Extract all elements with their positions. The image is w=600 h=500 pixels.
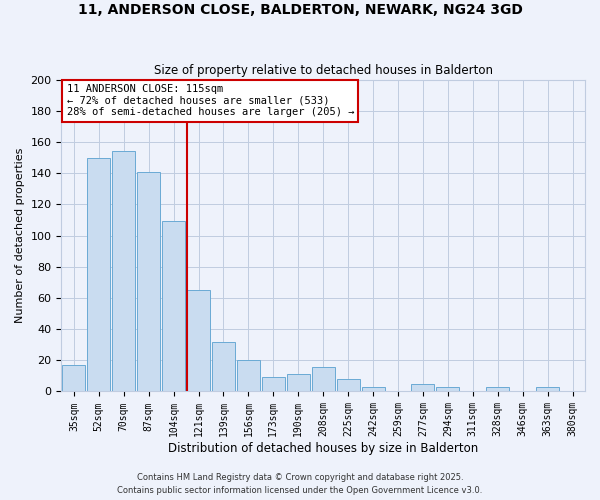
Bar [112, 152, 135, 392]
X-axis label: Distribution of detached houses by size in Balderton: Distribution of detached houses by size … [168, 442, 478, 455]
Bar [237, 360, 260, 392]
Bar [337, 379, 359, 392]
Bar [262, 378, 285, 392]
Y-axis label: Number of detached properties: Number of detached properties [15, 148, 25, 323]
Bar [362, 387, 385, 392]
Bar [62, 365, 85, 392]
Bar [187, 290, 210, 392]
Title: Size of property relative to detached houses in Balderton: Size of property relative to detached ho… [154, 64, 493, 77]
Bar [436, 387, 460, 392]
Text: 11, ANDERSON CLOSE, BALDERTON, NEWARK, NG24 3GD: 11, ANDERSON CLOSE, BALDERTON, NEWARK, N… [77, 2, 523, 16]
Bar [88, 158, 110, 392]
Text: Contains HM Land Registry data © Crown copyright and database right 2025.
Contai: Contains HM Land Registry data © Crown c… [118, 474, 482, 495]
Bar [536, 387, 559, 392]
Bar [137, 172, 160, 392]
Bar [486, 387, 509, 392]
Bar [412, 384, 434, 392]
Bar [287, 374, 310, 392]
Bar [162, 222, 185, 392]
Bar [312, 366, 335, 392]
Bar [212, 342, 235, 392]
Text: 11 ANDERSON CLOSE: 115sqm
← 72% of detached houses are smaller (533)
28% of semi: 11 ANDERSON CLOSE: 115sqm ← 72% of detac… [67, 84, 354, 117]
